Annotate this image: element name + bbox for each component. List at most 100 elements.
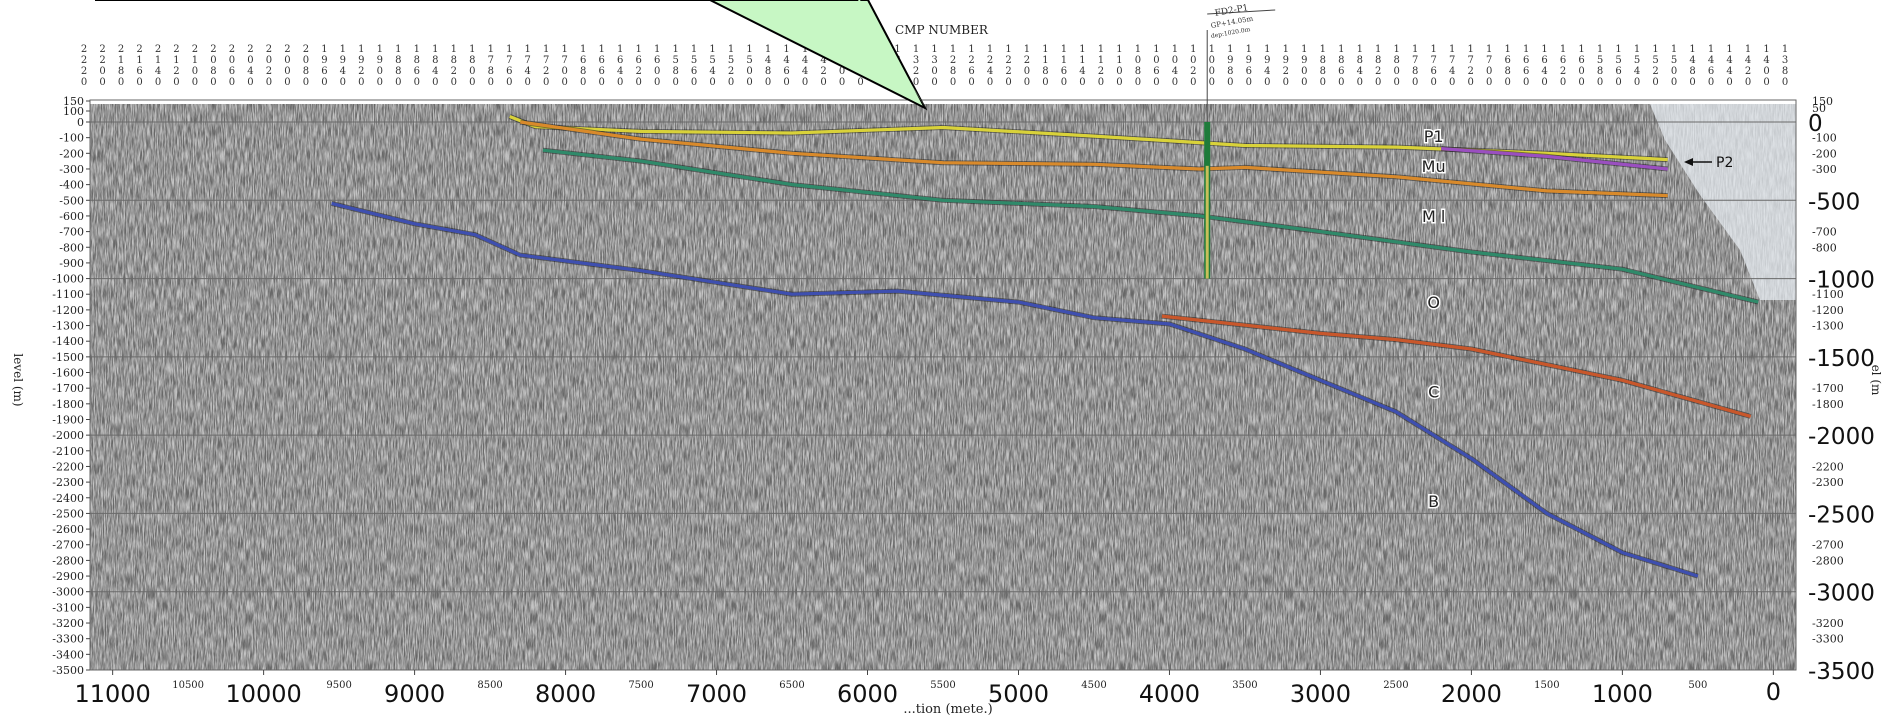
cmp-digit: 0 [1671, 77, 1677, 88]
cmp-digit: 1 [1098, 55, 1104, 66]
cmp-digit: 6 [1338, 66, 1344, 77]
cmp-digit: 0 [1209, 66, 1215, 77]
cmp-digit: 6 [654, 55, 660, 66]
cmp-digit: 0 [987, 77, 993, 88]
cmp-digit: 1 [1246, 44, 1252, 55]
cmp-digit: 0 [1449, 77, 1455, 88]
cmp-digit: 8 [1375, 55, 1381, 66]
left-tick-label: -1900 [52, 413, 84, 426]
cmp-digit: 0 [746, 77, 752, 88]
cmp-digit: 4 [987, 66, 993, 77]
cmp-digit: 1 [728, 44, 734, 55]
cmp-digit: 0 [1763, 66, 1769, 77]
cmp-digit: 0 [1061, 77, 1067, 88]
cmp-digit: 0 [192, 66, 198, 77]
cmp-digit: 0 [1468, 77, 1474, 88]
bottom-tick-label-small: 7500 [628, 680, 653, 691]
right-tick-label-big: -1000 [1808, 268, 1875, 294]
cmp-digit: 1 [1708, 44, 1714, 55]
left-tick-label: -700 [59, 226, 84, 239]
cmp-digit: 8 [395, 66, 401, 77]
horizon-label-halo: C [1428, 382, 1439, 401]
cmp-digit: 1 [525, 44, 531, 55]
cmp-digit: 1 [765, 44, 771, 55]
cmp-digit: 6 [636, 55, 642, 66]
cmp-digit: 1 [654, 44, 660, 55]
left-tick-label: -1800 [52, 398, 84, 411]
cmp-digit: 0 [136, 77, 142, 88]
cmp-digit: 2 [1745, 66, 1751, 77]
bottom-tick-label-small: 4500 [1081, 680, 1106, 691]
cmp-digit: 2 [173, 44, 179, 55]
cmp-digit: 0 [284, 77, 290, 88]
cmp-digit: 1 [1135, 44, 1141, 55]
cmp-digit: 6 [1153, 66, 1159, 77]
cmp-digit: 2 [284, 44, 290, 55]
bottom-tick-label-big: 6000 [837, 680, 898, 708]
horizon-b [331, 201, 1699, 578]
right-tick-label-small: -800 [1812, 241, 1837, 254]
cmp-digit: 1 [1283, 44, 1289, 55]
cmp-digit: 5 [673, 55, 679, 66]
cmp-digit: 2 [266, 44, 272, 55]
cmp-digit: 2 [136, 44, 142, 55]
left-axis-label: level (m) [11, 353, 25, 406]
cmp-digit: 2 [1190, 66, 1196, 77]
cmp-digit: 1 [1079, 44, 1085, 55]
cmp-digit: 0 [543, 77, 549, 88]
left-tick-label: -300 [59, 163, 84, 176]
cmp-digit: 6 [506, 66, 512, 77]
cmp-digit: 4 [820, 55, 826, 66]
bottom-tick-label-small: 2500 [1383, 680, 1408, 691]
cmp-digit: 1 [451, 44, 457, 55]
cmp-digit: 7 [562, 55, 568, 66]
horizon-label: B [1428, 492, 1439, 511]
cmp-digit: 8 [1505, 66, 1511, 77]
left-tick-label: -3100 [52, 601, 84, 614]
cmp-digit: 4 [1726, 55, 1732, 66]
cmp-digit: 8 [1135, 66, 1141, 77]
bottom-tick-label-big: 2000 [1441, 680, 1502, 708]
cmp-digit: 4 [802, 55, 808, 66]
cmp-digit: 4 [709, 66, 715, 77]
left-tick-label: -1100 [52, 288, 84, 301]
right-tick-label-small: -300 [1812, 163, 1837, 176]
cmp-digit: 2 [728, 66, 734, 77]
cmp-digit: 0 [1357, 77, 1363, 88]
right-tick-label-big: -500 [1808, 189, 1860, 215]
bottom-tick-label-big: 3000 [1290, 680, 1351, 708]
cmp-digit: 0 [728, 77, 734, 88]
cmp-digit: 4 [1634, 66, 1640, 77]
cmp-digit: 1 [1523, 44, 1529, 55]
cmp-digit: 0 [691, 77, 697, 88]
cmp-digit: 8 [1412, 66, 1418, 77]
cmp-digit: 0 [1153, 77, 1159, 88]
cmp-digit: 1 [1486, 44, 1492, 55]
cmp-digit: 1 [1634, 44, 1640, 55]
cmp-digit: 1 [136, 55, 142, 66]
right-tick-label-small: -3300 [1812, 633, 1844, 646]
bottom-tick-label-small: 3500 [1232, 680, 1257, 691]
cmp-digit: 1 [1042, 55, 1048, 66]
cmp-digit: 0 [1320, 77, 1326, 88]
horizon-label-halo: Mu [1422, 157, 1446, 176]
cmp-digit: 2 [968, 55, 974, 66]
cmp-digit: 0 [950, 77, 956, 88]
cmp-digit: 0 [746, 66, 752, 77]
left-tick-label: -800 [59, 241, 84, 254]
cmp-digit: 2 [636, 66, 642, 77]
cmp-digit: 8 [1597, 66, 1603, 77]
cmp-digit: 0 [247, 55, 253, 66]
cmp-digit: 0 [284, 66, 290, 77]
left-tick-label: -2500 [52, 507, 84, 520]
cmp-digit: 3 [913, 55, 919, 66]
cmp-digit: 2 [99, 55, 105, 66]
cmp-digit: 0 [210, 77, 216, 88]
right-tick-label-big: -2500 [1808, 502, 1875, 528]
right-tick-label-small: -1700 [1812, 382, 1844, 395]
cmp-digit: 0 [913, 77, 919, 88]
cmp-digit: 6 [1246, 66, 1252, 77]
